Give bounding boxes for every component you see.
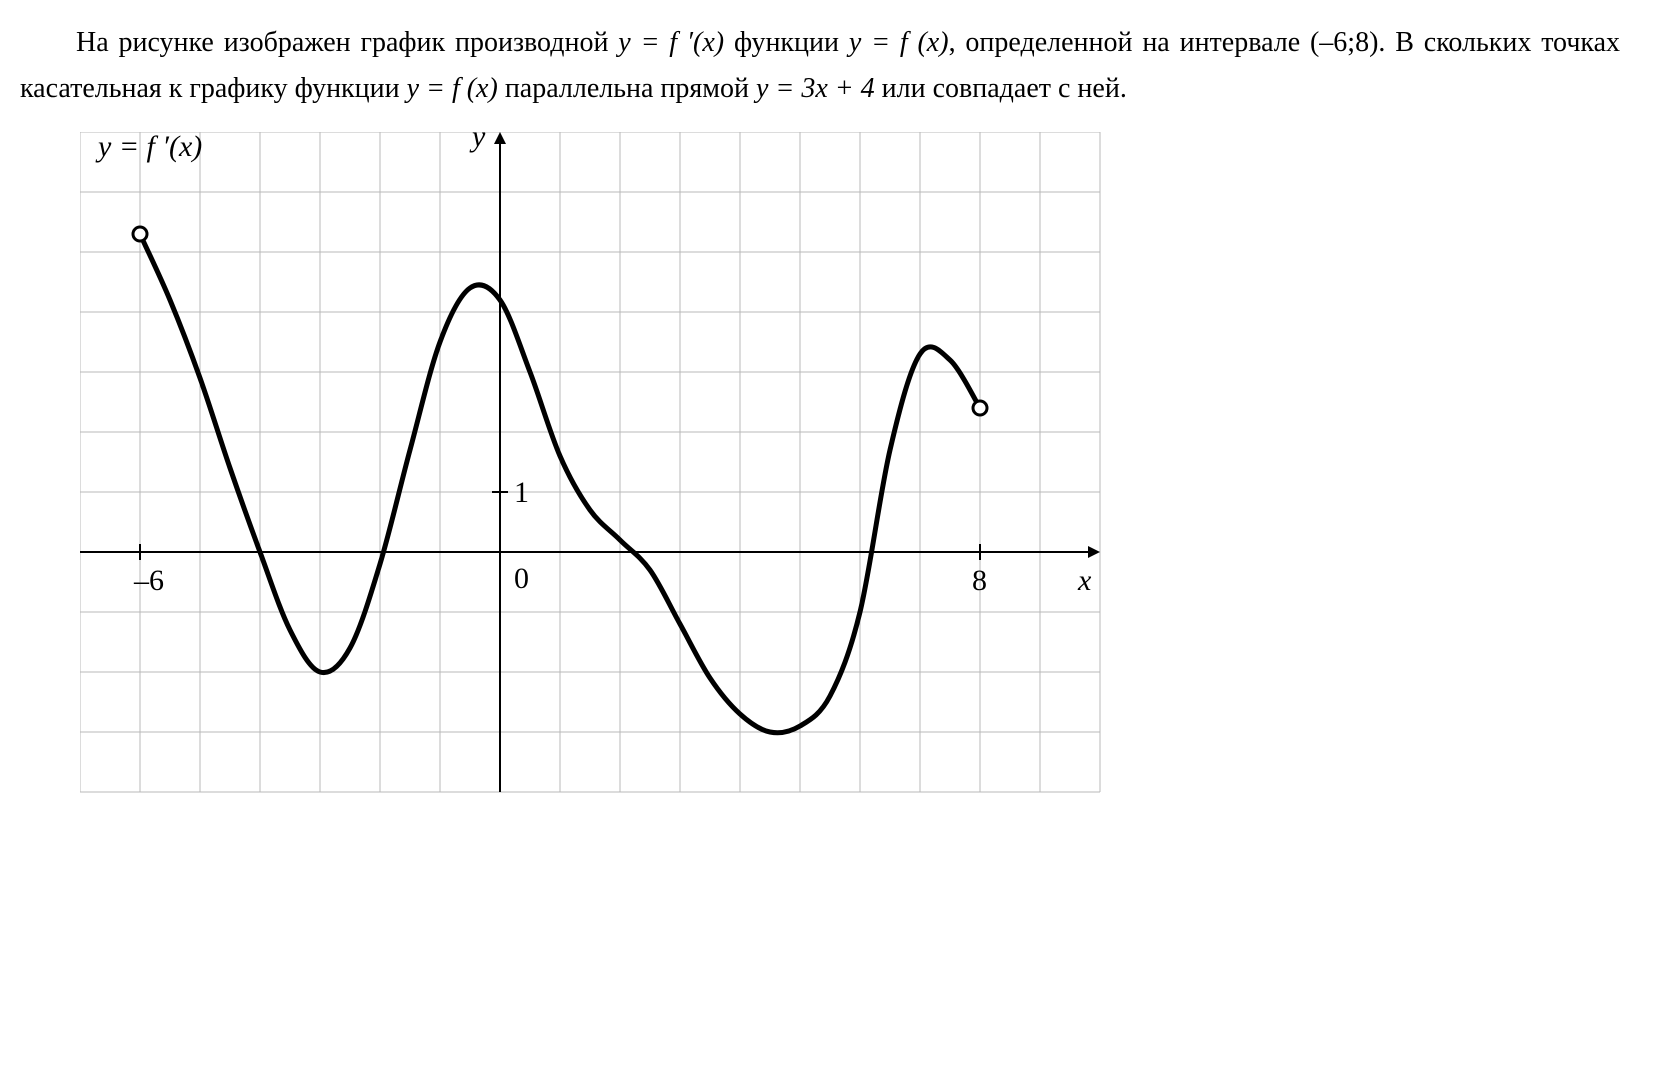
equation: y = f ′(x) [618, 27, 724, 58]
x-axis-label: x [1077, 564, 1092, 597]
problem-statement: На рисунке изображен график производной … [20, 20, 1620, 112]
tick-label-neg6: –6 [133, 564, 164, 597]
equation: y = f (x) [407, 73, 498, 104]
y-axis-label: y [469, 132, 486, 153]
open-endpoint [973, 401, 987, 415]
tick-label-8: 8 [972, 564, 987, 597]
equation: y = f (x) [849, 27, 949, 58]
function-label: y = f ′(x) [95, 132, 202, 163]
text-part: На рисунке изображен график производной [76, 27, 618, 58]
origin-label: 0 [514, 562, 529, 595]
equation: y = 3x + 4 [756, 73, 875, 104]
chart-container: y x y = f ′(x) 0 1 –6 8 [80, 132, 1635, 832]
tick-label-1: 1 [514, 476, 529, 509]
text-part: функции [734, 27, 849, 58]
text-part: параллельна прямой [505, 73, 756, 104]
text-part: или совпадает с ней. [875, 73, 1127, 104]
open-endpoint [133, 227, 147, 241]
derivative-chart: y x y = f ′(x) 0 1 –6 8 [80, 132, 1120, 832]
